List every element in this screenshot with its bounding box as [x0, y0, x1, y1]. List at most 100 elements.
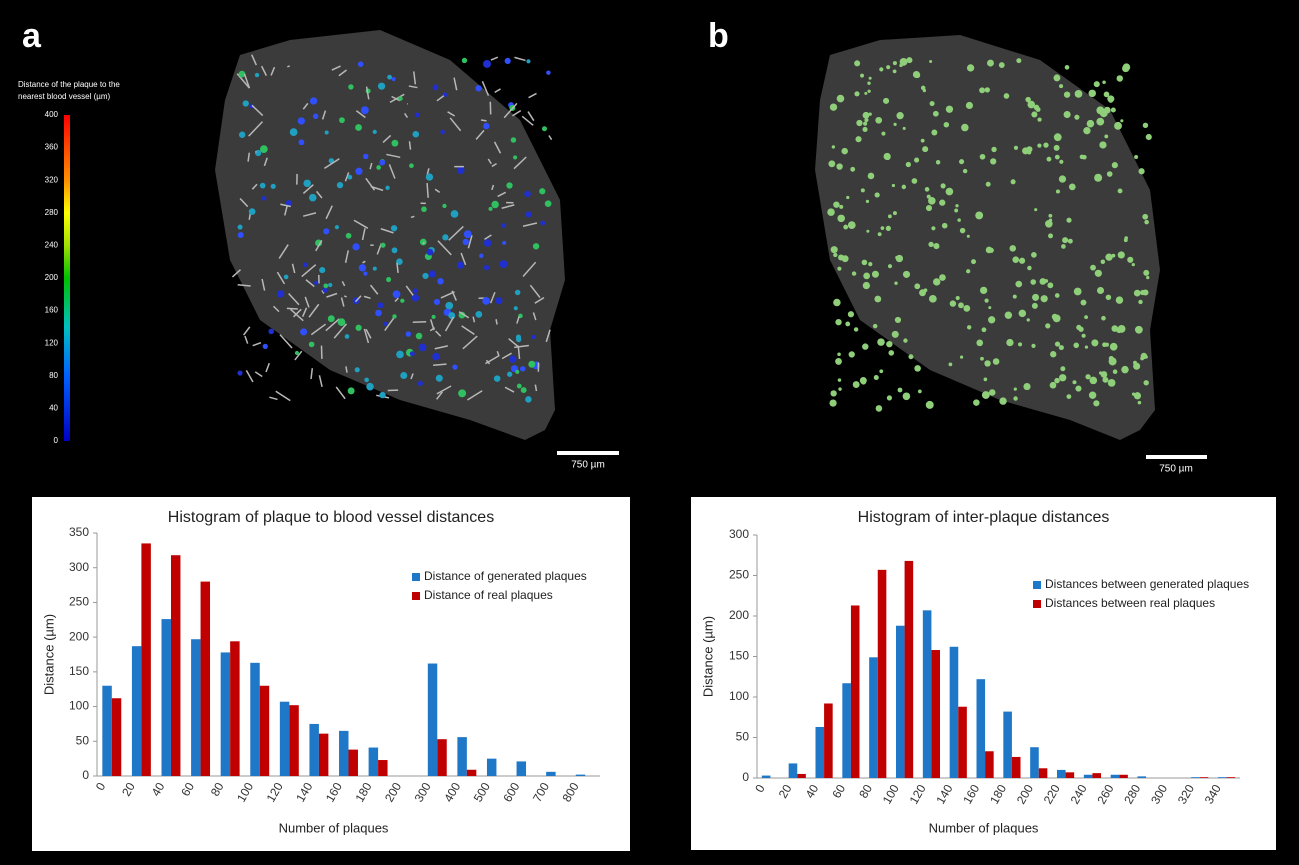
- bar: [1119, 775, 1128, 778]
- plaque: [396, 351, 404, 359]
- plaque: [533, 243, 539, 249]
- plaque: [387, 75, 392, 80]
- plaque: [290, 128, 298, 136]
- plaque: [1099, 141, 1106, 148]
- plaque: [906, 57, 912, 63]
- plaque: [392, 314, 396, 318]
- colorbar-tick-label: 120: [45, 338, 59, 347]
- plaque: [1095, 270, 1102, 277]
- plaque: [877, 338, 885, 346]
- plaque: [896, 255, 903, 262]
- plaque: [946, 106, 953, 113]
- plaque: [876, 405, 883, 412]
- plaque: [429, 270, 436, 277]
- plaque: [1144, 220, 1149, 225]
- plaque: [1132, 263, 1135, 266]
- plaque: [427, 249, 434, 256]
- y-tick-label: 250: [69, 595, 89, 609]
- plaque: [892, 184, 895, 187]
- colorbar-title: Distance of the plaque to the: [18, 80, 120, 89]
- plaque: [902, 185, 907, 190]
- plaque: [863, 112, 870, 119]
- plaque: [853, 381, 860, 388]
- plaque: [379, 160, 385, 166]
- plaque: [971, 259, 976, 264]
- plaque: [1066, 218, 1071, 223]
- chart-title: Histogram of inter-plaque distances: [858, 509, 1110, 526]
- plaque: [483, 123, 489, 129]
- legend-label: Distance of real plaques: [424, 588, 553, 602]
- plaque: [1054, 378, 1059, 383]
- y-tick-label: 250: [729, 568, 749, 582]
- plaque: [1059, 160, 1063, 164]
- plaque: [1048, 233, 1053, 238]
- vessel: [344, 296, 346, 297]
- colorbar-tick-label: 240: [45, 241, 59, 250]
- vessel: [246, 370, 253, 382]
- vessel: [413, 322, 426, 323]
- plaque: [967, 235, 970, 238]
- y-tick-label: 150: [69, 664, 89, 678]
- bar: [1111, 775, 1120, 778]
- vessel: [495, 89, 501, 92]
- plaque: [926, 205, 932, 211]
- plaque: [339, 117, 345, 123]
- plaque: [391, 225, 397, 231]
- plaque: [967, 64, 974, 71]
- plaque: [963, 305, 970, 312]
- bar: [576, 775, 585, 776]
- vessel: [244, 327, 250, 335]
- plaque: [1133, 363, 1140, 370]
- plaque: [1036, 107, 1041, 112]
- plaque: [1037, 117, 1041, 121]
- plaque: [347, 175, 352, 180]
- plaque: [426, 173, 433, 180]
- plaque: [1052, 314, 1058, 320]
- plaque: [1025, 97, 1031, 103]
- plaque: [348, 84, 353, 89]
- plaque: [831, 246, 838, 253]
- plaque: [1082, 334, 1086, 338]
- bar: [339, 731, 348, 776]
- plaque: [352, 243, 359, 250]
- plaque: [867, 90, 870, 93]
- plaque: [1116, 296, 1123, 303]
- plaque: [960, 228, 966, 234]
- bar: [1039, 768, 1048, 778]
- plaque: [380, 243, 385, 248]
- colorbar-tick-label: 40: [49, 404, 58, 413]
- y-tick-label: 100: [729, 689, 749, 703]
- plaque: [531, 335, 535, 339]
- plaque: [521, 387, 527, 393]
- bar: [824, 703, 833, 778]
- plaque: [1011, 179, 1016, 184]
- plaque: [475, 85, 481, 91]
- plaque: [546, 71, 550, 75]
- vessel: [269, 397, 277, 399]
- bar: [250, 663, 259, 776]
- plaque: [1059, 175, 1066, 182]
- plaque: [355, 325, 361, 331]
- plaque: [879, 67, 883, 71]
- plaque: [991, 147, 996, 152]
- vessel: [496, 319, 497, 324]
- plaque: [841, 148, 848, 155]
- plaque: [482, 297, 490, 305]
- plaque: [929, 60, 932, 63]
- chart-title: Histogram of plaque to blood vessel dist…: [168, 509, 494, 526]
- x-axis-label: Number of plaques: [929, 820, 1039, 835]
- plaque: [1018, 342, 1022, 346]
- plaque: [319, 267, 325, 273]
- y-tick-label: 300: [729, 527, 749, 541]
- bar: [319, 734, 328, 776]
- plaque: [837, 95, 845, 103]
- plaque: [862, 127, 867, 132]
- plaque: [1089, 92, 1092, 95]
- plaque: [1064, 111, 1071, 118]
- y-tick-label: 0: [742, 770, 749, 784]
- plaque: [874, 296, 881, 303]
- bar: [1200, 777, 1209, 778]
- plaque: [1032, 303, 1038, 309]
- plaque: [863, 282, 870, 289]
